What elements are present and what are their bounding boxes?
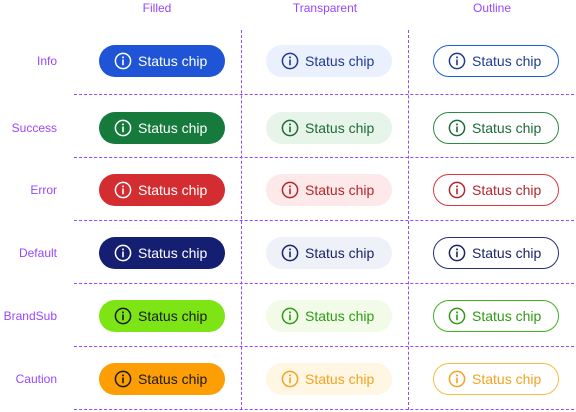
- info-circle-icon: [114, 52, 132, 70]
- row-label-default: Default: [18, 246, 57, 260]
- status-chip-label: Status chip: [138, 371, 208, 387]
- column-divider: [408, 30, 409, 410]
- status-chip-default-filled[interactable]: Status chip: [99, 237, 225, 269]
- status-chip-label: Status chip: [138, 245, 208, 261]
- status-chip-success-filled[interactable]: Status chip: [99, 112, 225, 144]
- info-circle-icon: [448, 244, 466, 262]
- row-divider: [74, 409, 574, 410]
- status-chip-error-outline[interactable]: Status chip: [433, 174, 559, 206]
- row-divider: [74, 283, 574, 284]
- row-divider: [74, 220, 574, 221]
- status-chip-label: Status chip: [472, 371, 542, 387]
- status-chip-label: Status chip: [138, 53, 208, 69]
- status-chip-label: Status chip: [472, 182, 542, 198]
- row-label-info: Info: [36, 54, 57, 68]
- status-chip-label: Status chip: [305, 308, 375, 324]
- row-divider: [74, 157, 574, 158]
- status-chip-error-transparent[interactable]: Status chip: [266, 174, 392, 206]
- info-circle-icon: [448, 181, 466, 199]
- row-divider: [74, 346, 574, 347]
- column-header-filled: Filled: [142, 1, 172, 15]
- info-circle-icon: [281, 370, 299, 388]
- info-circle-icon: [114, 244, 132, 262]
- status-chip-success-outline[interactable]: Status chip: [433, 112, 559, 144]
- status-chip-default-transparent[interactable]: Status chip: [266, 237, 392, 269]
- status-chip-error-filled[interactable]: Status chip: [99, 174, 225, 206]
- status-chip-label: Status chip: [305, 120, 375, 136]
- info-circle-icon: [281, 119, 299, 137]
- column-header-outline: Outline: [472, 1, 512, 15]
- column-divider: [241, 30, 242, 410]
- info-circle-icon: [448, 370, 466, 388]
- status-chip-success-transparent[interactable]: Status chip: [266, 112, 392, 144]
- status-chip-label: Status chip: [305, 53, 375, 69]
- info-circle-icon: [448, 52, 466, 70]
- row-label-success: Success: [11, 121, 57, 135]
- row-label-brandsub: BrandSub: [3, 309, 57, 323]
- status-chip-brandsub-filled[interactable]: Status chip: [99, 300, 225, 332]
- info-circle-icon: [281, 307, 299, 325]
- row-label-caution: Caution: [15, 372, 57, 386]
- status-chip-brandsub-outline[interactable]: Status chip: [433, 300, 559, 332]
- status-chip-label: Status chip: [472, 245, 542, 261]
- info-circle-icon: [114, 181, 132, 199]
- info-circle-icon: [281, 244, 299, 262]
- row-label-error: Error: [30, 183, 57, 197]
- info-circle-icon: [114, 307, 132, 325]
- info-circle-icon: [114, 370, 132, 388]
- status-chip-caution-filled[interactable]: Status chip: [99, 363, 225, 395]
- status-chip-brandsub-transparent[interactable]: Status chip: [266, 300, 392, 332]
- info-circle-icon: [448, 307, 466, 325]
- status-chip-label: Status chip: [472, 53, 542, 69]
- info-circle-icon: [114, 119, 132, 137]
- status-chip-caution-outline[interactable]: Status chip: [433, 363, 559, 395]
- status-chip-label: Status chip: [138, 308, 208, 324]
- status-chip-label: Status chip: [138, 120, 208, 136]
- info-circle-icon: [448, 119, 466, 137]
- status-chip-label: Status chip: [305, 371, 375, 387]
- status-chip-label: Status chip: [305, 245, 375, 261]
- row-divider: [74, 94, 574, 95]
- status-chip-caution-transparent[interactable]: Status chip: [266, 363, 392, 395]
- status-chip-label: Status chip: [305, 182, 375, 198]
- status-chip-default-outline[interactable]: Status chip: [433, 237, 559, 269]
- column-header-transparent: Transparent: [292, 1, 358, 15]
- status-chip-label: Status chip: [138, 182, 208, 198]
- status-chip-info-filled[interactable]: Status chip: [99, 45, 225, 77]
- status-chip-label: Status chip: [472, 308, 542, 324]
- info-circle-icon: [281, 52, 299, 70]
- status-chip-info-transparent[interactable]: Status chip: [266, 45, 392, 77]
- status-chip-info-outline[interactable]: Status chip: [433, 45, 559, 77]
- info-circle-icon: [281, 181, 299, 199]
- status-chip-label: Status chip: [472, 120, 542, 136]
